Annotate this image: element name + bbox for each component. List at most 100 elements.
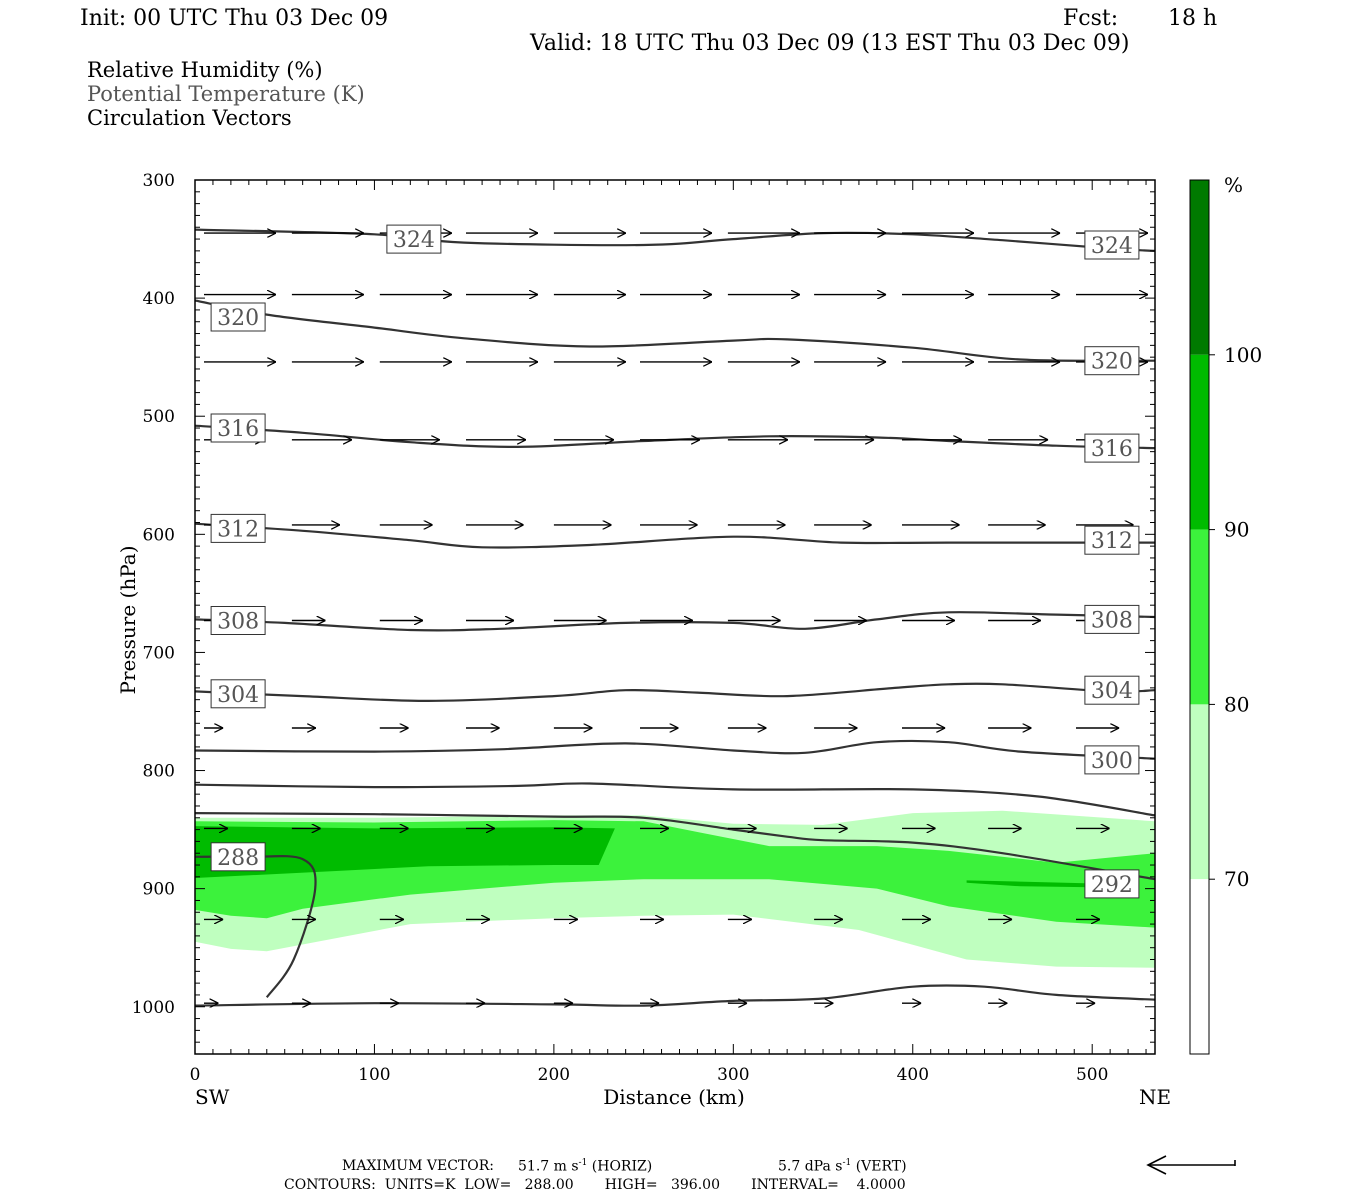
x-axis-left-end-label: SW: [195, 1085, 230, 1109]
contour-label-316: 316: [210, 413, 266, 443]
contour-label-text: 312: [217, 517, 259, 542]
contour-label-box: [1084, 346, 1140, 376]
contour-label-text: 324: [1091, 234, 1133, 259]
theta-contour-296: [195, 782, 1155, 817]
contour-label-box: [210, 679, 266, 709]
contour-label-text: 304: [1091, 679, 1133, 704]
rh-region-90: [195, 826, 615, 878]
max-vertical-vector: 5.7 dPa s-1 (VERT): [778, 1158, 907, 1175]
forecast-hour-label: Fcst:: [1063, 6, 1119, 31]
contour-label-layer: 324 324 320 320 316 316 312 312 308 308 304 304 300 2…: [210, 224, 1140, 899]
colorbar-tick-label: 100: [1224, 343, 1262, 367]
x-tick-label: 300: [717, 1065, 749, 1085]
colorbar-unit-label: %: [1224, 173, 1243, 197]
x-tick-label: 200: [538, 1065, 570, 1085]
rh-region-90: [966, 880, 1111, 888]
contour-label-316: 316: [1084, 433, 1140, 463]
contour-label-304: 304: [210, 679, 266, 709]
contour-label-text: 320: [217, 306, 259, 331]
x-axis-label: Distance (km): [603, 1085, 745, 1109]
contour-label-box: [1084, 433, 1140, 463]
y-tick-label: 800: [143, 762, 175, 782]
x-tick-label: 0: [190, 1065, 201, 1085]
colorbar-tick-label: 90: [1224, 518, 1249, 542]
colorbar-frame: [1189, 179, 1210, 1055]
y-tick-label: 900: [143, 880, 175, 900]
colorbar-swatch: [1190, 180, 1209, 355]
max-vertical-tag: (VERT): [855, 1158, 907, 1175]
theta-contour-292: [195, 812, 1155, 881]
init-time: Init: 00 UTC Thu 03 Dec 09: [80, 6, 389, 31]
contour-label-text: 288: [217, 846, 259, 871]
colorbar-swatch: [1190, 704, 1209, 880]
y-tick-label: 1000: [132, 998, 175, 1018]
max-vertical-value: 5.7 dPa s: [778, 1158, 843, 1175]
theta-contour-300: [195, 739, 1155, 760]
contour-label-288: 288: [210, 842, 266, 872]
colorbar-swatch: [1190, 354, 1209, 530]
rh-fill-layer: [195, 810, 1155, 968]
colorbar-tick-label: 70: [1224, 867, 1249, 891]
contour-label-text: 304: [217, 683, 259, 708]
contour-label-304: 304: [1084, 675, 1140, 705]
axes-layer: 0 100 200 300 400 500 300 400 500 600 700 800 900 100…: [132, 171, 1155, 1085]
contour-label-text: 316: [1091, 437, 1133, 462]
contour-label-292: 292: [1084, 869, 1140, 899]
y-axis-label: Pressure (hPa): [116, 546, 140, 695]
x-tick-label: 400: [897, 1065, 929, 1085]
contour-label-box: [1084, 604, 1140, 634]
theta-contour-320: [195, 299, 1155, 362]
contour-label-text: 320: [1091, 350, 1133, 375]
y-tick-label: 700: [143, 643, 175, 663]
theta-contour-304: [195, 682, 1155, 703]
contour-label-box: [1084, 869, 1140, 899]
contour-label-text: 316: [217, 417, 259, 442]
contour-label-312: 312: [210, 513, 266, 543]
max-horizontal-tag: (HORIZ): [591, 1158, 653, 1175]
colorbar: % 100 90 80 70: [1189, 173, 1262, 1055]
theta-contour-316: [195, 424, 1155, 450]
contour-label-324: 324: [386, 224, 442, 254]
contour-label-320: 320: [210, 302, 266, 332]
contours-info: CONTOURS: UNITS=K LOW= 288.00 HIGH= 396.…: [284, 1177, 906, 1193]
theta-contour-layer: [195, 228, 1155, 1007]
contour-label-box: [210, 513, 266, 543]
reference-vector-arrow: [1146, 1155, 1236, 1175]
valid-time: Valid: 18 UTC Thu 03 Dec 09 (13 EST Thu …: [530, 31, 1130, 56]
y-tick-label: 400: [143, 289, 175, 309]
max-horizontal-value: 51.7 m s: [518, 1158, 579, 1175]
contour-label-308: 308: [1084, 604, 1140, 634]
contour-label-box: [1084, 675, 1140, 705]
contour-label-box: [210, 842, 266, 872]
x-tick-label: 100: [358, 1065, 390, 1085]
contour-label-308: 308: [210, 606, 266, 635]
contour-label-text: 308: [1091, 608, 1133, 633]
contour-label-324: 324: [1084, 230, 1140, 260]
contour-label-text: 300: [1091, 749, 1133, 774]
contour-label-box: [210, 606, 266, 635]
y-tick-label: 500: [143, 407, 175, 427]
field-vectors-label: Circulation Vectors: [87, 106, 292, 130]
field-theta-label: Potential Temperature (K): [87, 82, 365, 106]
contour-label-text: 308: [217, 610, 259, 635]
contour-label-text: 312: [1091, 529, 1133, 554]
colorbar-swatch: [1190, 879, 1209, 1054]
max-vertical-exponent: -1: [842, 1158, 852, 1168]
contour-label-box: [1084, 745, 1140, 775]
contour-label-320: 320: [1084, 346, 1140, 376]
y-tick-label: 600: [143, 525, 175, 545]
contour-label-300: 300: [1084, 745, 1140, 775]
contour-label-box: [210, 302, 266, 332]
max-horizontal-vector: 51.7 m s-1 (HORIZ): [518, 1158, 652, 1175]
contour-label-312: 312: [1084, 525, 1140, 555]
theta-contour-284: [195, 984, 1155, 1007]
contour-label-text: 324: [393, 228, 435, 253]
contour-label-box: [1084, 525, 1140, 555]
x-tick-label: 500: [1076, 1065, 1108, 1085]
colorbar-tick-label: 80: [1224, 692, 1249, 716]
contour-label-box: [386, 224, 442, 254]
theta-contour-308: [195, 611, 1155, 632]
contour-label-box: [210, 413, 266, 443]
theta-contour-312: [195, 522, 1155, 549]
